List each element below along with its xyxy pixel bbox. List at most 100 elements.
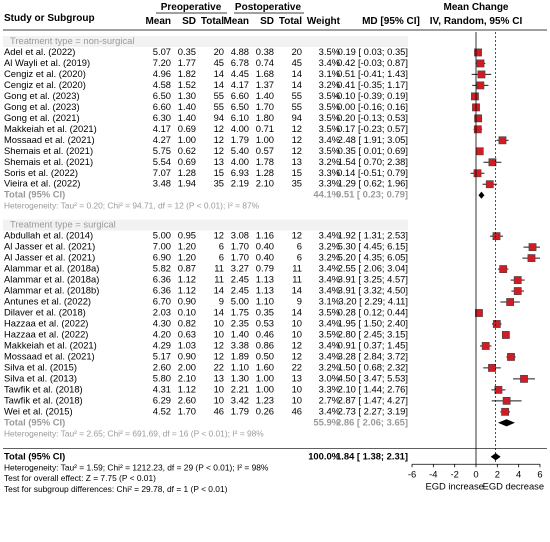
weight: 3.2%: [319, 252, 340, 263]
post-total: 10: [292, 318, 302, 329]
pre-total: 14: [214, 307, 224, 318]
post-total: 94: [292, 112, 302, 123]
group-2-row-9-point: [492, 320, 501, 328]
post-sd: 1.78: [256, 156, 274, 167]
group-1-row-5-point: [471, 92, 479, 101]
weight: 3.0%: [319, 372, 340, 383]
post-mean: 5.00: [231, 296, 249, 307]
post-total: 12: [292, 339, 302, 350]
post-mean: 5.40: [231, 145, 249, 156]
pre-total: 10: [214, 394, 224, 405]
pre-mean: 6.29: [153, 394, 171, 405]
pre-mean: 4.29: [153, 339, 171, 350]
study-name: Al Jasser et al. (2021): [4, 241, 95, 252]
pre-sd: 0.63: [178, 328, 196, 339]
group-2-row-4-point: [499, 265, 508, 273]
pre-total: 14: [214, 285, 224, 296]
footer-line-2: Test for overall effect: Z = 7.75 (P < 0…: [4, 473, 156, 483]
group-1-row-11-point: [488, 158, 497, 167]
group-1-row-10-point: [475, 147, 484, 156]
pre-sd: 0.69: [178, 156, 196, 167]
group-1-row-7-point: [474, 114, 483, 123]
md-ci: 3.28 [ 2.84; 3.72]: [338, 350, 408, 361]
post-sd: 0.50: [256, 350, 274, 361]
weight: 3.3%: [319, 383, 340, 394]
post-sd: 1.40: [256, 90, 274, 101]
footer-line-1: Heterogeneity: Tau² = 1.59; Chi² = 1212.…: [4, 462, 269, 472]
post-sd: 0.79: [256, 263, 274, 274]
pre-sd: 1.94: [178, 178, 196, 189]
study-name: Silva et al. (2015): [4, 361, 77, 372]
post-sd: 2.10: [256, 178, 274, 189]
weight: 3.5%: [319, 307, 340, 318]
pre-total: 12: [214, 350, 224, 361]
x-label-right: EGD decrease: [483, 480, 545, 491]
study-name: Al Jasser et al. (2021): [4, 252, 95, 263]
pre-mean: 2.03: [153, 307, 171, 318]
group-1-row-13-point: [485, 180, 494, 189]
group-2-row-12-point: [507, 353, 515, 361]
x-tick-label: -2: [450, 468, 458, 479]
pre-mean: 5.80: [153, 372, 171, 383]
pre-sd: 0.87: [178, 263, 196, 274]
pre-total: 94: [214, 112, 224, 123]
x-label-left: EGD increase: [425, 480, 483, 491]
pre-sd: 1.03: [178, 339, 196, 350]
post-sd: 1.00: [256, 134, 274, 145]
post-total: 14: [292, 68, 302, 79]
weight: 3.4%: [319, 57, 340, 68]
post-sd: 1.16: [256, 230, 274, 241]
pre-sd: 1.12: [178, 285, 196, 296]
group-1-row-8-point: [473, 125, 482, 134]
pre-sd: 1.30: [178, 90, 196, 101]
post-mean: 3.08: [231, 230, 249, 241]
post-sd: 1.23: [256, 394, 274, 405]
study-name: Tawfik et al. (2018): [4, 383, 83, 394]
header-pre-total: Total: [201, 16, 224, 27]
study-name: Al Wayli et al. (2019): [4, 57, 90, 68]
group-2-row-14-point: [520, 374, 528, 383]
post-sd: 0.26: [256, 405, 274, 416]
post-sd: 0.40: [256, 252, 274, 263]
x-tick-label: 6: [537, 468, 542, 479]
study-name: Cengiz et al. (2020): [4, 68, 86, 79]
pre-mean: 7.00: [153, 241, 171, 252]
post-mean: 4.88: [231, 46, 249, 57]
group-2-row-16-point: [502, 396, 511, 405]
overall-weight: 100.0%: [308, 450, 340, 461]
pre-total: 22: [214, 361, 224, 372]
study-name: Antunes et al. (2022): [4, 296, 91, 307]
study-name: Gong et al. (2023): [4, 90, 80, 101]
md-ci: 2.55 [ 2.06; 3.04]: [338, 263, 408, 274]
group-1-total-weight: 44.1%: [313, 189, 340, 200]
pre-sd: 1.82: [178, 68, 196, 79]
header-post-mean: Mean: [223, 16, 249, 27]
md-ci: 3.91 [ 3.32; 4.50]: [338, 285, 408, 296]
header-md-ci: MD [95% CI]: [362, 16, 420, 27]
post-sd: 1.13: [256, 285, 274, 296]
pre-mean: 6.36: [153, 285, 171, 296]
pre-total: 45: [214, 57, 224, 68]
pre-sd: 1.52: [178, 79, 196, 90]
pre-total: 35: [214, 178, 224, 189]
pre-mean: 4.31: [153, 383, 171, 394]
post-mean: 2.35: [231, 318, 249, 329]
group-1-row-9-point: [498, 136, 507, 145]
weight: 3.4%: [319, 274, 340, 285]
pre-total: 11: [214, 274, 224, 285]
group-1-title: Treatment type = non-surgical: [10, 35, 134, 46]
group-2-total-label: Total (95% CI): [4, 416, 65, 427]
md-ci: 2.10 [ 1.44; 2.76]: [338, 383, 408, 394]
pre-sd: 0.10: [178, 307, 196, 318]
post-sd: 0.40: [256, 241, 274, 252]
pre-sd: 1.70: [178, 405, 196, 416]
group-1-row-12-point: [473, 169, 482, 178]
overall-ci: 1.84 [ 1.38; 2.31]: [336, 450, 408, 461]
post-total: 12: [292, 134, 302, 145]
pre-total: 10: [214, 318, 224, 329]
pre-total: 55: [214, 90, 224, 101]
study-name: Soris et al. (2022): [4, 167, 78, 178]
study-name: Mossaad et al. (2021): [4, 350, 95, 361]
pre-sd: 1.28: [178, 167, 196, 178]
pre-total: 9: [219, 296, 224, 307]
